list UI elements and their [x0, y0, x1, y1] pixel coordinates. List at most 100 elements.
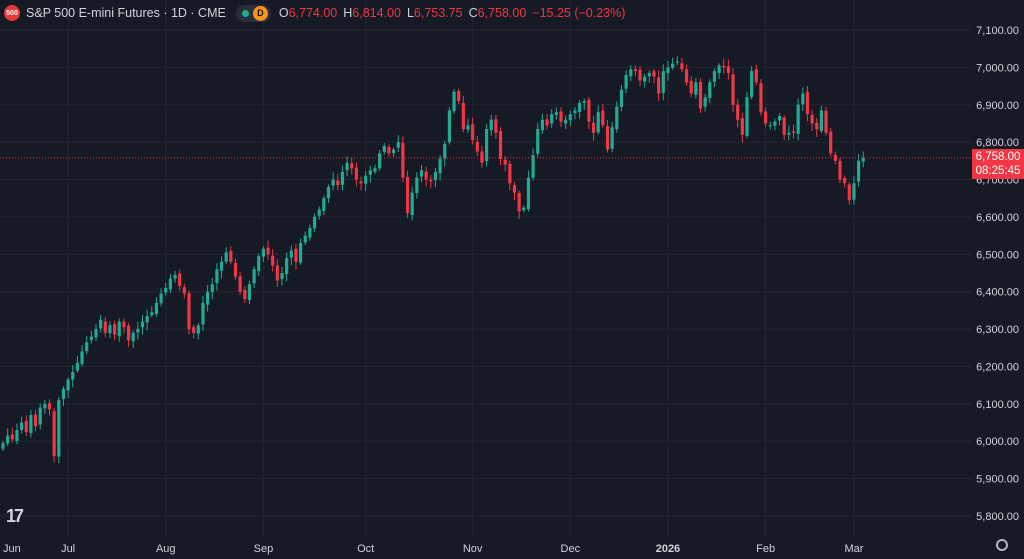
- x-tick-label: Jun: [3, 543, 21, 555]
- candle-body: [819, 110, 823, 131]
- candle-body: [364, 175, 368, 184]
- candle-body: [461, 102, 465, 130]
- x-tick-label: Oct: [357, 543, 374, 555]
- tradingview-logo-icon[interactable]: 17: [6, 506, 24, 526]
- candle-body: [708, 82, 712, 99]
- candle-body: [238, 276, 242, 292]
- x-tick-label: Mar: [844, 543, 863, 555]
- candle-body: [717, 65, 721, 73]
- candle-body: [308, 228, 312, 238]
- open-key: O: [278, 6, 289, 20]
- candle-body: [424, 171, 428, 180]
- candle-body: [429, 179, 433, 182]
- candle-body: [736, 104, 740, 120]
- candle-body: [564, 119, 568, 124]
- candle-body: [447, 110, 451, 143]
- candle-body: [289, 250, 293, 258]
- symbol-title[interactable]: S&P 500 E-mini Futures · 1D · CME: [26, 6, 226, 20]
- candle-body: [229, 250, 233, 262]
- candle-body: [489, 119, 493, 131]
- y-tick-label: 7,100.00: [976, 25, 1019, 37]
- candle-body: [57, 400, 61, 457]
- candle-body: [810, 114, 814, 124]
- candle-body: [350, 163, 354, 169]
- candle-body: [475, 141, 479, 152]
- candle-body: [619, 89, 624, 108]
- candle-body: [206, 291, 210, 305]
- candle-body: [605, 126, 610, 150]
- candle-body: [731, 74, 735, 105]
- candle-body: [712, 71, 717, 82]
- candle-body: [536, 129, 540, 154]
- candle-body: [791, 131, 796, 133]
- candle-body: [75, 362, 79, 371]
- candle-body: [368, 170, 372, 175]
- low-value: 6,753.75: [413, 6, 463, 20]
- candle-body: [38, 407, 42, 425]
- candle-body: [438, 158, 442, 174]
- y-tick-label: 6,900.00: [976, 100, 1019, 112]
- candle-body: [508, 163, 512, 184]
- candle-body: [843, 178, 847, 184]
- market-open-dot-icon: [241, 9, 249, 17]
- candle-body: [485, 129, 489, 162]
- candle-body: [387, 147, 391, 154]
- x-tick-label: 2026: [656, 543, 680, 555]
- candle-body: [689, 80, 693, 94]
- candle-body: [192, 327, 196, 333]
- candle-body: [675, 61, 679, 63]
- candle-body: [233, 262, 238, 277]
- candle-body: [591, 122, 596, 133]
- candle-body: [66, 379, 70, 391]
- candle-body: [578, 102, 582, 112]
- candle-body: [178, 273, 182, 287]
- candle-body: [829, 131, 833, 154]
- candle-body: [833, 154, 837, 161]
- candle-body: [89, 336, 93, 341]
- candle-body: [405, 176, 410, 214]
- candle-body: [652, 71, 656, 77]
- candle-body: [331, 179, 335, 186]
- gear-icon[interactable]: [996, 539, 1008, 551]
- candle-body: [610, 127, 614, 149]
- candle-body: [861, 157, 865, 162]
- candle-body: [354, 167, 358, 180]
- candle-body: [359, 181, 363, 184]
- market-status[interactable]: D: [235, 4, 271, 22]
- candle-body: [526, 177, 531, 210]
- candle-body: [154, 302, 159, 315]
- candle-body: [340, 172, 345, 185]
- y-tick-label: 6,500.00: [976, 249, 1019, 261]
- candle-body: [494, 119, 498, 133]
- symbol-logo-icon[interactable]: 500: [4, 5, 20, 21]
- candle-body: [113, 324, 117, 335]
- candle-body: [117, 321, 121, 337]
- candle-body: [624, 74, 628, 89]
- candle-body: [852, 183, 856, 200]
- candle-body: [582, 101, 586, 103]
- candle-body: [410, 192, 414, 216]
- x-tick-label: Aug: [156, 543, 176, 555]
- candle-body: [1, 443, 5, 449]
- candle-body: [150, 312, 154, 316]
- candle-body: [633, 69, 637, 72]
- bar-countdown-label: 08:25:45: [975, 165, 1021, 177]
- candle-body: [587, 99, 591, 122]
- candle-body: [596, 112, 600, 133]
- candle-body: [629, 69, 633, 77]
- candle-body: [271, 255, 275, 266]
- candle-body: [257, 256, 261, 272]
- chart-legend: 500 S&P 500 E-mini Futures · 1D · CME D …: [4, 4, 625, 22]
- candle-body: [312, 216, 317, 229]
- candle-body: [759, 83, 763, 113]
- high-key: H: [343, 6, 353, 20]
- last-price-tag: 6,758.00 08:25:45: [972, 149, 1024, 179]
- candle-body: [615, 106, 619, 130]
- candle-body: [187, 293, 191, 330]
- candle-body: [801, 93, 805, 105]
- candle-body: [10, 434, 14, 440]
- candle-body: [396, 142, 400, 148]
- candle-body: [647, 72, 651, 77]
- candle-body: [378, 153, 382, 169]
